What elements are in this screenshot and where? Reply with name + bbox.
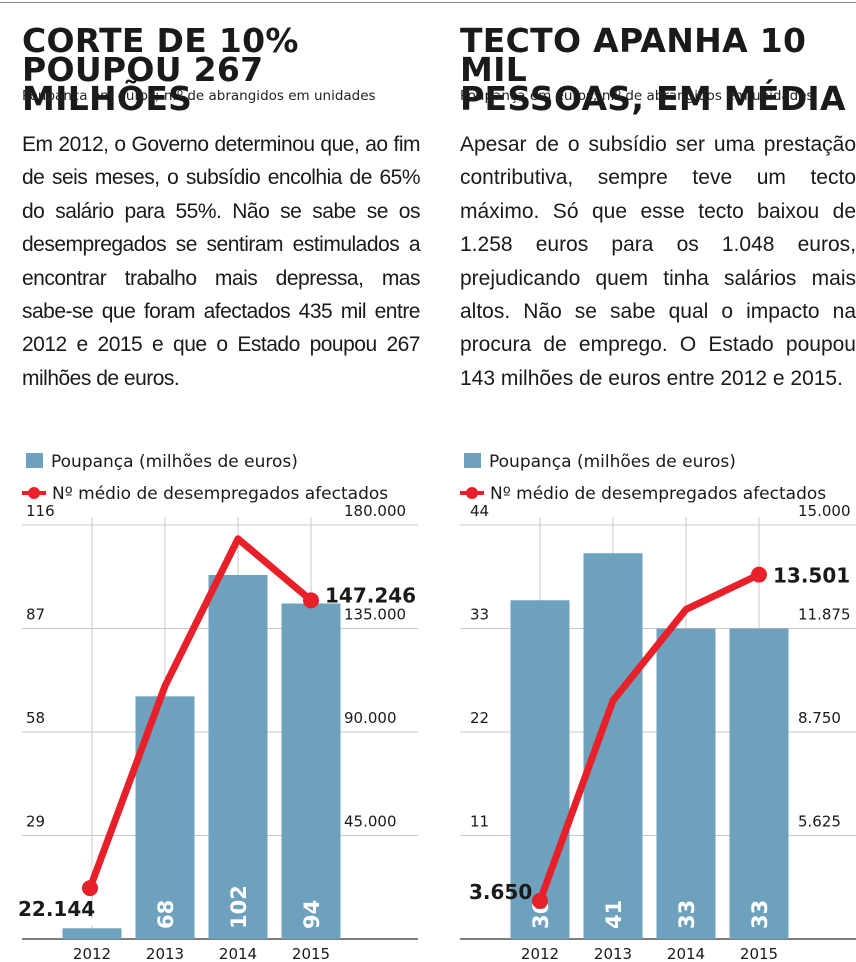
article-body: Apesar de o subsídio ser uma prestação c… bbox=[460, 133, 856, 390]
chart-left: 29 58 87 116 45.000 90.000 135.000 180.000 3 68 10… bbox=[18, 502, 418, 962]
left-axis-tick-label: 116 bbox=[26, 502, 55, 520]
top-rule bbox=[0, 2, 856, 3]
bar-2013 bbox=[583, 553, 643, 939]
left-axis-tick-label: 44 bbox=[470, 502, 489, 520]
bar-value-label: 41 bbox=[602, 900, 626, 929]
article-body: Em 2012, o Governo determinou que, ao fi… bbox=[22, 133, 421, 390]
left-axis-tick-label: 29 bbox=[26, 813, 45, 831]
line-point-2012 bbox=[82, 880, 98, 897]
legend-label: Poupança (milhões de euros) bbox=[51, 452, 298, 472]
bar-value-label: 68 bbox=[154, 900, 178, 929]
left-axis-tick-label: 87 bbox=[26, 606, 45, 624]
bar-2015 bbox=[281, 603, 341, 939]
right-axis-tick-label: 90.000 bbox=[344, 709, 397, 727]
bar-2015 bbox=[729, 628, 789, 939]
bar-value-label: 33 bbox=[748, 900, 772, 929]
bar-2014 bbox=[656, 628, 716, 939]
bar-value-label: 33 bbox=[675, 900, 699, 929]
line-value-label: 22.144 bbox=[18, 897, 95, 921]
x-axis-tick-label: 2013 bbox=[594, 945, 632, 962]
bar-value-label: 94 bbox=[300, 900, 324, 929]
line-series bbox=[536, 571, 763, 905]
line-swatch bbox=[22, 485, 46, 500]
line-value-label: 147.246 bbox=[325, 583, 416, 607]
legend-label: Nº médio de desempregados afectados bbox=[490, 484, 827, 504]
chart-subtitle: Poupança em euros; n.º de abrangidos em … bbox=[22, 88, 376, 104]
x-axis-tick-label: 2013 bbox=[146, 945, 184, 962]
bar-swatch bbox=[464, 453, 481, 468]
headline: TECTO APANHA 10 MIL PESSOAS, EM MÉDIA bbox=[460, 21, 846, 118]
line-point-2015 bbox=[303, 592, 319, 609]
right-axis-tick-label: 180.000 bbox=[344, 502, 406, 520]
chart-subtitle: Poupança em euros; n.º de abrangidos em … bbox=[460, 88, 814, 104]
legend-item-bar: Poupança (milhões de euros) bbox=[22, 452, 298, 472]
left-axis-tick-label: 11 bbox=[470, 813, 489, 831]
right-axis-tick-label: 8.750 bbox=[798, 709, 841, 727]
legend-item-line: Nº médio de desempregados afectados bbox=[460, 484, 826, 504]
legend-item-bar: Poupança (milhões de euros) bbox=[460, 452, 736, 472]
bar-2014 bbox=[208, 574, 268, 939]
x-axis-tick-label: 2014 bbox=[667, 945, 705, 962]
line-point-2015 bbox=[751, 566, 767, 583]
legend-label: Nº médio de desempregados afectados bbox=[52, 484, 389, 504]
x-axis-tick-label: 2015 bbox=[740, 945, 778, 962]
legend-label: Poupança (milhões de euros) bbox=[489, 452, 736, 472]
legend-item-line: Nº médio de desempregados afectados bbox=[22, 484, 388, 504]
left-axis-tick-label: 33 bbox=[470, 606, 489, 624]
right-axis-tick-label: 135.000 bbox=[344, 606, 406, 624]
x-axis-tick-label: 2012 bbox=[73, 945, 111, 962]
line-value-label: 3.650 bbox=[469, 880, 532, 904]
x-axis-tick-label: 2012 bbox=[521, 945, 559, 962]
line-swatch bbox=[460, 485, 484, 500]
x-axis-tick-label: 2014 bbox=[219, 945, 257, 962]
right-axis-tick-label: 15.000 bbox=[798, 502, 851, 520]
right-axis-tick-label: 11.875 bbox=[798, 606, 851, 624]
line-series bbox=[86, 535, 315, 892]
left-axis-tick-label: 58 bbox=[26, 709, 45, 727]
x-axis-tick-label: 2015 bbox=[292, 945, 330, 962]
left-axis-tick-label: 22 bbox=[470, 709, 489, 727]
line-value-label: 13.501 bbox=[773, 564, 850, 588]
bar-value-label: 3 bbox=[81, 914, 105, 929]
right-axis-tick-label: 5.625 bbox=[798, 813, 841, 831]
bar-value-label: 102 bbox=[227, 885, 251, 929]
bar-2012 bbox=[62, 928, 122, 939]
bar-2012 bbox=[510, 600, 570, 939]
line-point-2012 bbox=[532, 892, 548, 909]
headline: CORTE DE 10% POUPOU 267 MILHÕES bbox=[22, 21, 299, 118]
bar-swatch bbox=[26, 453, 43, 468]
right-axis-tick-label: 45.000 bbox=[344, 813, 397, 831]
